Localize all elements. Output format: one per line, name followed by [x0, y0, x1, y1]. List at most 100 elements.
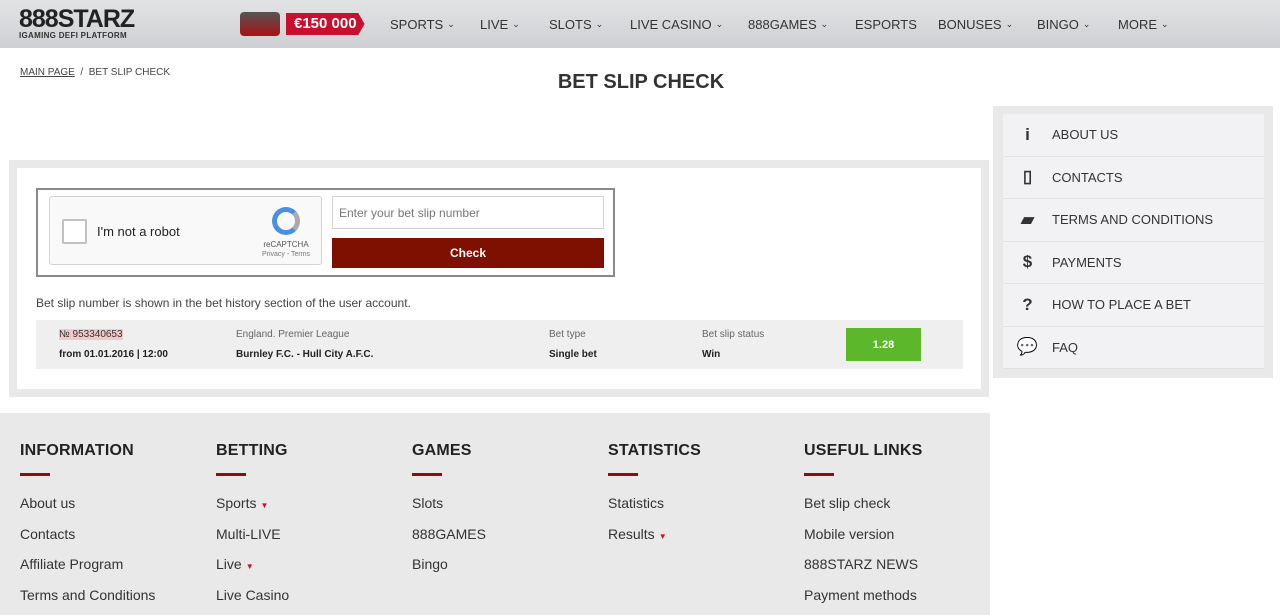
footer-link[interactable]: Sports ▼: [216, 488, 289, 519]
footer-link-label: Terms and Conditions: [20, 586, 156, 603]
footer-link-label: Contacts: [20, 525, 76, 542]
footer-link-label: Affiliate Program: [20, 556, 124, 572]
sidebar-item-label: FAQ: [1052, 339, 1079, 355]
recaptcha-brand: reCAPTCHA: [263, 240, 309, 249]
nav-label: 888GAMES: [748, 17, 817, 32]
sidebar-item-faq[interactable]: 💬 FAQ: [1003, 326, 1264, 369]
footer-link[interactable]: Contacts: [20, 519, 155, 550]
sidebar-item-payments[interactable]: $ PAYMENTS: [1003, 241, 1264, 284]
nav-label: ESPORTS: [855, 17, 917, 32]
sidebar-item-label: ABOUT US: [1052, 127, 1119, 143]
logo-text: 888STARZ: [19, 5, 135, 33]
logo-tagline: iGaming DeFi Platform: [19, 31, 127, 40]
bet-slip-number-input[interactable]: [332, 196, 604, 229]
recaptcha-icon: [272, 207, 300, 235]
bet-date: from 01.01.2016 | 12:00: [59, 349, 168, 360]
footer-link-label: Sports: [216, 495, 257, 511]
breadcrumb: MAIN PAGE / BET SLIP CHECK: [20, 67, 170, 78]
sidebar-menu: i ABOUT US ▯ CONTACTS ▰ TERMS AND CONDITIONS $…: [993, 106, 1273, 378]
bet-type-label: Bet type: [549, 329, 586, 340]
footer-link-label: Results: [608, 525, 655, 542]
footer-link[interactable]: Bet slip check: [804, 488, 923, 519]
sidebar-item-label: HOW TO PLACE A BET: [1052, 297, 1191, 313]
nav-slots[interactable]: SLOTS ⌄: [549, 17, 603, 32]
chevron-down-icon: ⌄: [447, 19, 455, 29]
sidebar-item-how-to-place-a-bet[interactable]: ? HOW TO PLACE A BET: [1003, 284, 1264, 327]
footer-heading: GAMES: [412, 442, 472, 459]
nav-888games[interactable]: 888GAMES ⌄: [748, 17, 828, 32]
chevron-down-icon: ⌄: [715, 19, 724, 29]
recaptcha-label: I'm not a robot: [97, 224, 180, 239]
nav-more[interactable]: MORE ⌄: [1118, 17, 1169, 32]
breadcrumb-home[interactable]: MAIN PAGE: [20, 67, 75, 78]
footer-link-label: Bingo: [412, 556, 448, 572]
breadcrumb-separator: /: [80, 67, 84, 78]
footer-link[interactable]: 888STARZ NEWS: [804, 549, 923, 580]
nav-label: BONUSES: [938, 17, 1002, 32]
footer-link[interactable]: 888GAMES: [412, 519, 486, 550]
footer-heading: USEFUL LINKS: [804, 442, 923, 459]
footer-heading: BETTING: [216, 442, 288, 459]
sidebar-item-label: CONTACTS: [1052, 169, 1123, 185]
breadcrumb-current: BET SLIP CHECK: [88, 67, 171, 78]
footer-link[interactable]: Terms and Conditions: [20, 580, 155, 611]
nav-label: LIVE CASINO: [630, 17, 712, 32]
nav-live-casino[interactable]: LIVE CASINO ⌄: [630, 17, 723, 32]
footer-column-games: GAMES Slots 888GAMES Bingo: [412, 442, 486, 580]
recaptcha-links[interactable]: Privacy - Terms: [261, 251, 311, 258]
footer-link[interactable]: Multi-LIVE: [216, 519, 289, 550]
footer-link[interactable]: Live Casino: [216, 580, 289, 611]
promo-car-image: [240, 12, 280, 36]
league: England. Premier League: [236, 329, 350, 340]
sidebar-item-contacts[interactable]: ▯ CONTACTS: [1003, 156, 1264, 199]
footer: INFORMATION About us Contacts Affiliate Pro…: [0, 413, 990, 615]
footer-link[interactable]: Mobile version: [804, 519, 923, 550]
nav-sports[interactable]: SPORTS ⌄: [390, 17, 455, 32]
bet-slip-number: № 953340653: [59, 329, 123, 340]
nav-bingo[interactable]: BINGO ⌄: [1037, 17, 1090, 32]
heading-underline: [804, 473, 834, 476]
footer-column-statistics: STATISTICS Statistics Results ▼: [608, 442, 701, 549]
nav-esports[interactable]: ESPORTS: [855, 17, 917, 32]
footer-heading: INFORMATION: [20, 442, 134, 459]
result-row: № 953340653 from 01.01.2016 | 12:00 Engl…: [36, 320, 963, 369]
footer-link[interactable]: Live ▼: [216, 549, 289, 580]
check-button[interactable]: Check: [332, 238, 604, 268]
footer-column-information: INFORMATION About us Contacts Affiliate Pro…: [20, 442, 155, 610]
sidebar-item-terms-and-conditions[interactable]: ▰ TERMS AND CONDITIONS: [1003, 199, 1264, 242]
dollar-icon: $: [1022, 252, 1033, 272]
chevron-down-icon: ⌄: [1082, 19, 1091, 29]
footer-link-label: Statistics: [608, 495, 665, 511]
footer-link-label: Live: [216, 556, 242, 572]
footer-link[interactable]: Bingo: [412, 549, 486, 580]
sidebar-item-about-us[interactable]: i ABOUT US: [1003, 114, 1264, 157]
footer-link-label: 888GAMES: [412, 525, 486, 542]
footer-link-label: 888STARZ NEWS: [804, 556, 919, 572]
recaptcha-widget: I'm not a robot reCAPTCHA Privacy - Term…: [49, 196, 322, 265]
heading-underline: [608, 473, 638, 476]
info-icon: i: [1025, 124, 1030, 144]
heading-underline: [216, 473, 246, 476]
recaptcha-checkbox[interactable]: [62, 219, 87, 244]
bet-type: Single bet: [549, 349, 597, 360]
check-form: I'm not a robot reCAPTCHA Privacy - Term…: [36, 188, 615, 277]
footer-link[interactable]: Payment methods: [804, 580, 923, 611]
nav-label: BINGO: [1037, 17, 1079, 32]
help-note: Bet slip number is shown in the bet hist…: [36, 296, 411, 310]
footer-link[interactable]: About us: [20, 488, 155, 519]
footer-heading: STATISTICS: [608, 442, 701, 459]
heading-underline: [412, 473, 442, 476]
top-header: 888STARZ iGaming DeFi Platform €150 000 …: [0, 0, 1280, 48]
footer-link[interactable]: Affiliate Program: [20, 549, 155, 580]
nav-live[interactable]: LIVE ⌄: [480, 17, 520, 32]
promo-amount: €150 000: [286, 13, 365, 35]
logo[interactable]: 888STARZ iGaming DeFi Platform: [19, 5, 135, 41]
footer-link[interactable]: Statistics: [608, 488, 701, 519]
footer-link[interactable]: Slots: [412, 488, 486, 519]
footer-link[interactable]: Results ▼: [608, 519, 701, 550]
promo-banner[interactable]: €150 000: [240, 12, 365, 36]
odds-badge: 1.28: [846, 328, 921, 361]
nav-bonuses[interactable]: BONUSES ⌄: [938, 17, 1013, 32]
chevron-down-icon: ⌄: [512, 19, 520, 29]
caret-down-icon: ▼: [260, 501, 269, 510]
